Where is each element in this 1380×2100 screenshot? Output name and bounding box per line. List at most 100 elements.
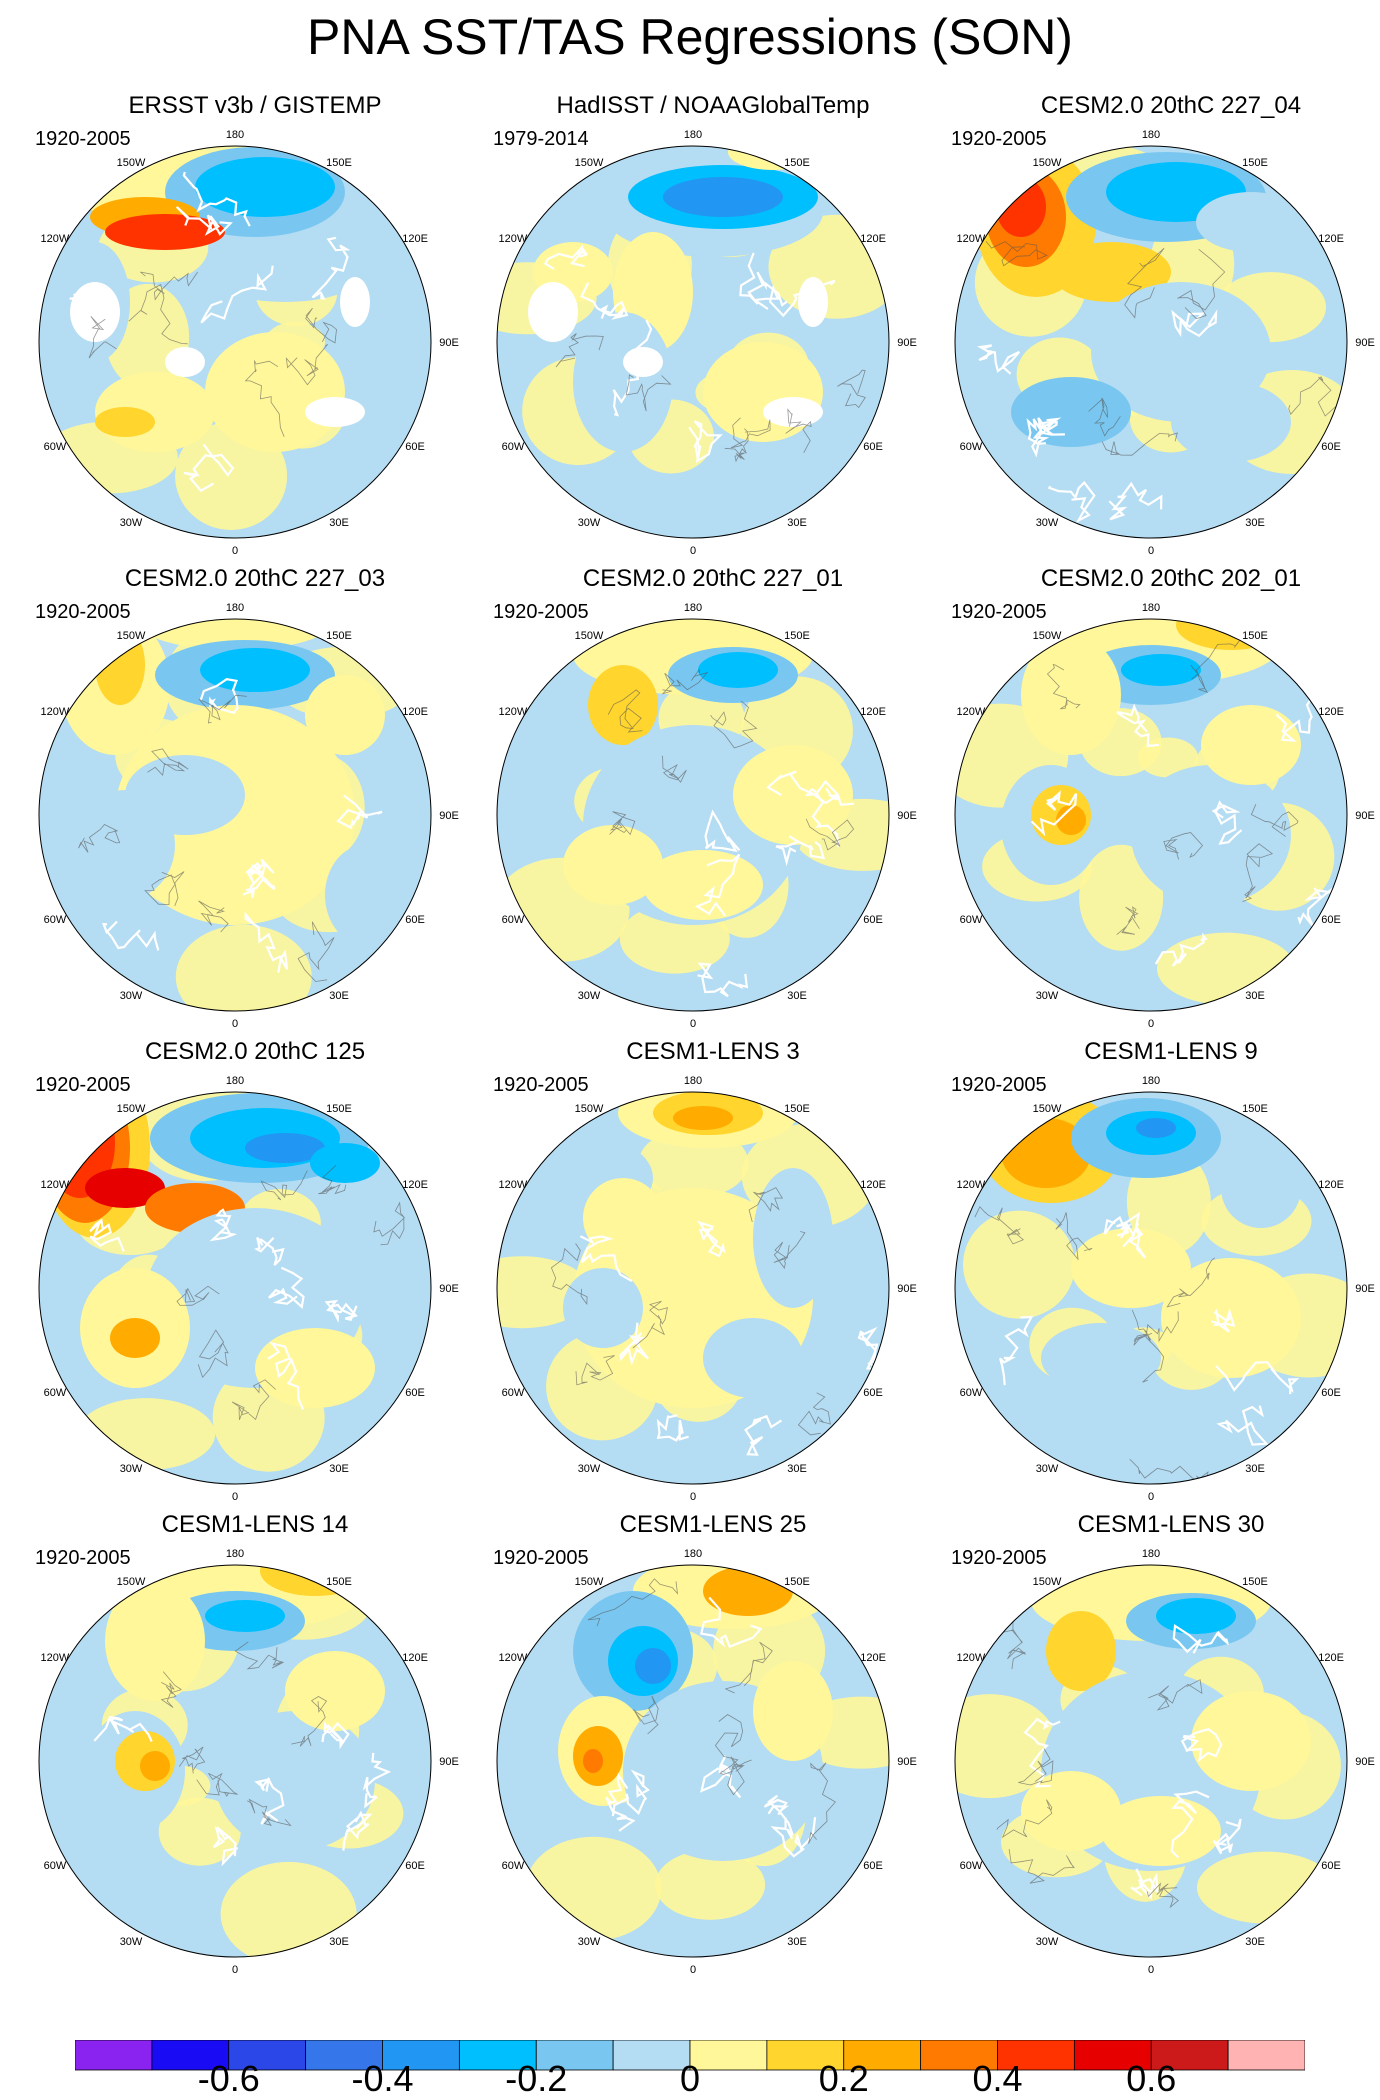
longitude-label: 120E [402,1179,428,1191]
anomaly-contour [1156,1598,1236,1634]
missing-data-region [70,282,120,342]
polar-map: 180150E120E90E60E30E030W60W90W120W150W [38,602,459,1030]
longitude-label: 60E [1321,441,1341,453]
lake-outline [607,668,855,851]
longitude-label: 150E [784,630,810,642]
map-border [954,1091,1348,1485]
colorbar-box [1227,2040,1305,2071]
lake-outline [160,1641,328,1827]
figure-title: PNA SST/TAS Regressions (SON) [307,9,1073,65]
lake-outline [78,694,335,982]
longitude-label: 150W [1033,1103,1062,1115]
longitude-label: 120W [957,706,986,718]
longitude-label: 30E [1245,1936,1265,1948]
longitude-label: 0 [690,1964,696,1976]
longitude-label: 150E [784,1576,810,1588]
longitude-label: 30E [787,1463,807,1475]
colorbar-box [1073,2040,1152,2071]
longitude-label: 60W [44,914,67,926]
missing-data-region [623,347,663,377]
colorbar-box [1150,2040,1229,2071]
colorbar-tick-label: 0.6 [1126,2058,1177,2099]
regression-field [39,619,431,1011]
longitude-label: 30W [578,517,601,529]
longitude-label: 30E [787,1936,807,1948]
longitude-label: 120E [1318,1179,1344,1191]
longitude-label: 90E [1355,810,1375,822]
anomaly-contour [200,648,310,692]
longitude-label: 60E [405,1387,425,1399]
longitude-label: 30W [1036,1463,1059,1475]
longitude-label: 150E [1242,157,1268,169]
longitude-label: 120E [402,233,428,245]
longitude-label: 120E [1318,706,1344,718]
longitude-label: 120E [860,1652,886,1664]
coastline [1023,1623,1242,1900]
coastline [93,1715,392,1867]
longitude-label: 0 [1148,1964,1154,1976]
anomaly-patch [175,924,312,1011]
anomaly-contour [325,845,405,945]
anomaly-contour [215,1711,375,1851]
anomaly-patch [220,1861,357,1957]
map-border [496,145,890,539]
anomaly-contour [85,1168,165,1208]
longitude-label: 30E [1245,517,1265,529]
period-label: 1920-2005 [951,128,1047,150]
regression-field [39,146,431,538]
longitude-label: 120W [41,1179,70,1191]
coastline [101,678,383,973]
longitude-label: 60W [502,441,525,453]
anomaly-contour [703,1318,803,1398]
period-label: 1979-2014 [493,128,589,150]
longitude-label: 30E [787,990,807,1002]
map-panel: HadISST / NOAAGlobalTemp 180 150E 120E 90E 60… [493,92,933,562]
colorbar-box [75,2040,153,2071]
longitude-label: 30E [329,1936,349,1948]
longitude-label: 90E [897,337,917,349]
map-panel: CESM2.0 20thC 227_03 180 150E 120E 90E 60E 30E… [35,565,475,1035]
longitude-label: 60E [863,914,883,926]
colorbar-box [228,2040,307,2071]
longitude-label: 0 [232,1018,238,1030]
longitude-label: 60W [960,1387,983,1399]
anomaly-contour [733,745,853,845]
longitude-label: 0 [690,1018,696,1030]
anomaly-contour [135,619,335,650]
longitude-label: 150E [326,630,352,642]
lake-outline [88,271,337,437]
anomaly-contour [635,1648,671,1684]
panel-title: CESM1-LENS 9 [1084,1038,1258,1065]
anomaly-contour [583,1178,663,1258]
longitude-label: 60E [863,1387,883,1399]
colorbar-tick-label: 0 [679,2058,701,2099]
anomaly-patch [77,1398,216,1471]
anomaly-contour [1021,1771,1121,1851]
colorbar-tick-label: -0.4 [351,2058,414,2099]
anomaly-contour [753,1168,833,1308]
longitude-label: 60E [405,914,425,926]
lake-outline [1046,639,1299,936]
polar-map: 180150E120E90E60E30E030W60W90W120W150W [38,129,459,557]
map-panel: ERSST v3b / GISTEMP 180 150E 120E 90E 60E 30E 0… [35,92,475,562]
anomaly-contour [1101,1796,1221,1866]
missing-data-region [763,397,823,427]
longitude-label: 120E [402,706,428,718]
lake-outline [550,1187,831,1436]
longitude-label: 180 [684,1548,702,1560]
longitude-label: 30E [787,517,807,529]
period-label: 1920-2005 [951,1547,1047,1569]
coastline [543,244,836,464]
anomaly-contour [1021,635,1121,755]
longitude-label: 90E [1355,1283,1375,1295]
anomaly-patch [1196,1851,1335,1924]
longitude-label: 60W [44,1387,67,1399]
coastline [89,1208,358,1410]
longitude-label: 60E [1321,914,1341,926]
longitude-label: 180 [684,1075,702,1087]
period-label: 1920-2005 [35,1547,131,1569]
map-border [496,1564,890,1958]
longitude-label: 60W [44,1860,67,1872]
longitude-label: 180 [226,602,244,614]
panel-title: CESM2.0 20thC 227_04 [1040,92,1302,119]
